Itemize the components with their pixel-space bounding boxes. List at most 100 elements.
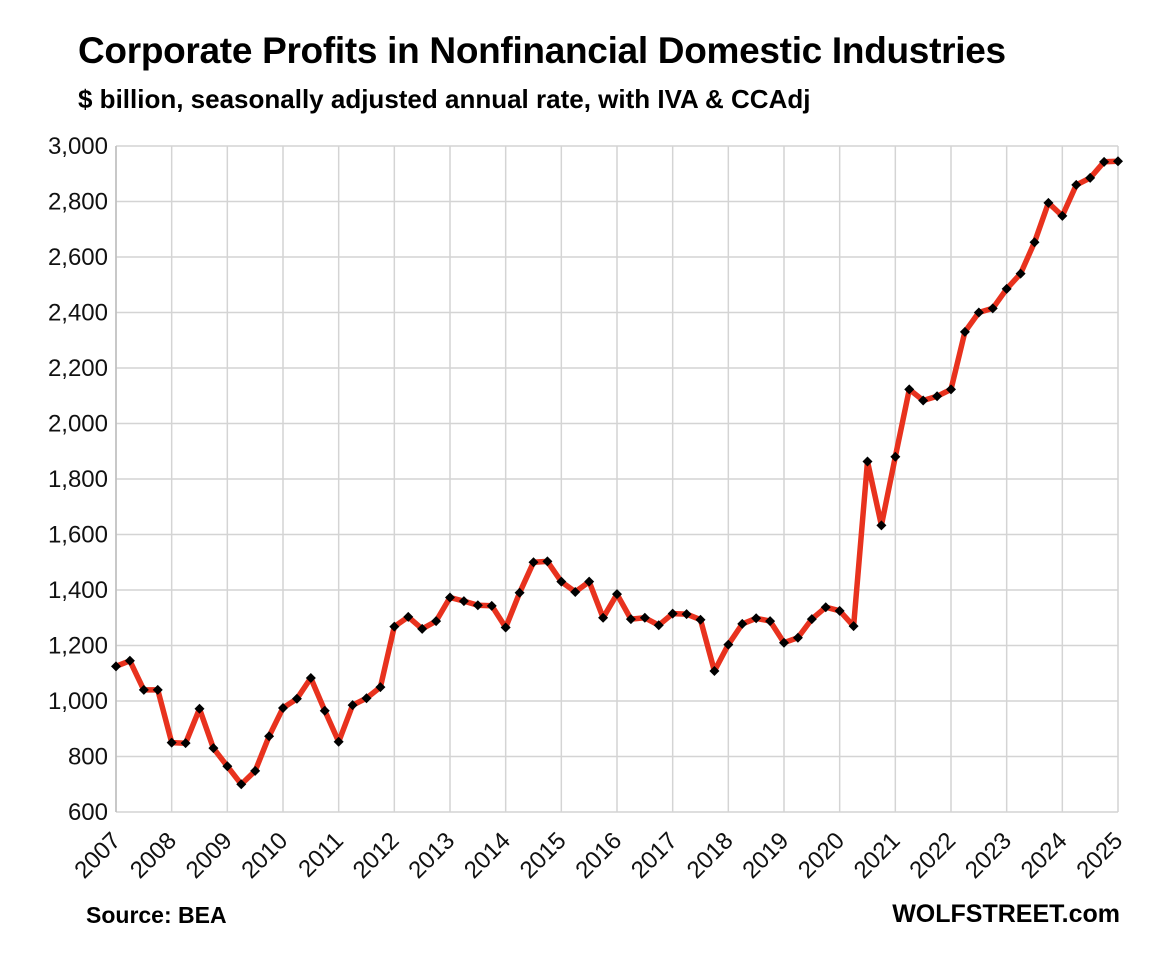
data-point	[1113, 156, 1123, 167]
data-point	[417, 623, 428, 634]
data-point	[792, 632, 803, 643]
data-point	[166, 737, 177, 748]
x-tick-label: 2024	[1016, 827, 1073, 884]
data-point	[987, 303, 998, 314]
data-point	[222, 761, 233, 772]
data-point	[848, 621, 859, 632]
data-point	[1071, 179, 1082, 190]
data-point	[681, 609, 692, 620]
data-point	[890, 451, 901, 462]
y-tick-label: 1,000	[48, 688, 108, 715]
data-point	[500, 622, 511, 633]
data-point	[124, 655, 135, 666]
x-tick-label: 2017	[626, 827, 683, 884]
y-tick-label: 3,000	[48, 133, 108, 160]
data-point	[612, 589, 622, 600]
x-tick-label: 2013	[403, 827, 460, 884]
y-axis-ticks: 600 800 1,000 1,200 1,400 1,600 1,800 2,000 2,20…	[48, 133, 108, 826]
x-tick-label: 2012	[348, 827, 405, 884]
y-tick-label: 800	[68, 744, 108, 771]
data-point	[570, 586, 581, 597]
data-point	[820, 602, 831, 613]
data-point	[709, 666, 720, 677]
data-point	[389, 621, 400, 632]
data-point	[1099, 156, 1110, 167]
series-layer	[111, 156, 1123, 790]
data-point	[667, 608, 678, 619]
data-point	[514, 587, 525, 598]
data-point	[737, 618, 748, 629]
y-tick-label: 1,200	[48, 633, 108, 660]
data-point	[347, 700, 358, 711]
x-tick-label: 2018	[682, 827, 739, 884]
data-point	[834, 605, 845, 616]
data-point	[472, 600, 483, 611]
data-point	[779, 637, 789, 648]
y-tick-label: 2,600	[48, 244, 108, 271]
data-point	[445, 592, 455, 603]
data-point	[1043, 197, 1054, 208]
x-tick-label: 2020	[793, 827, 850, 884]
data-point	[236, 779, 247, 790]
data-point	[111, 661, 121, 672]
data-point	[375, 682, 386, 693]
y-tick-label: 2,000	[48, 411, 108, 438]
data-point	[180, 738, 191, 749]
y-tick-label: 1,800	[48, 466, 108, 493]
data-point	[625, 614, 636, 625]
chart-grid	[115, 145, 1119, 813]
data-point	[458, 596, 469, 607]
x-tick-label: 2016	[570, 827, 627, 884]
y-tick-label: 600	[68, 799, 108, 826]
x-tick-label: 2025	[1071, 827, 1128, 884]
data-point	[904, 384, 915, 395]
data-point	[152, 684, 163, 695]
x-tick-label: 2010	[236, 827, 293, 884]
data-point	[751, 613, 762, 624]
chart-subtitle: $ billion, seasonally adjusted annual ra…	[78, 84, 811, 114]
x-tick-label: 2019	[737, 827, 794, 884]
x-tick-label: 2011	[293, 827, 349, 883]
data-point	[765, 616, 776, 627]
data-point	[584, 576, 595, 587]
data-point	[653, 620, 664, 631]
data-point	[319, 705, 330, 716]
x-tick-label: 2008	[125, 827, 182, 884]
data-point	[250, 765, 261, 776]
data-point	[876, 520, 887, 531]
data-point	[556, 576, 567, 587]
x-tick-label: 2022	[904, 827, 961, 884]
data-point	[291, 693, 302, 704]
x-tick-label: 2014	[459, 827, 516, 884]
y-tick-label: 1,600	[48, 522, 108, 549]
y-tick-label: 2,200	[48, 355, 108, 382]
data-point	[639, 612, 650, 623]
data-point	[946, 384, 956, 395]
x-tick-label: 2021	[849, 827, 906, 884]
data-point	[598, 612, 609, 623]
x-tick-label: 2015	[515, 827, 572, 884]
chart-title: Corporate Profits in Nonfinancial Domest…	[78, 30, 1006, 71]
data-point	[138, 684, 149, 695]
data-point	[1015, 268, 1026, 279]
data-point	[528, 557, 539, 568]
data-point	[431, 616, 442, 627]
data-point	[333, 736, 344, 747]
data-point	[806, 614, 817, 625]
data-point	[361, 693, 372, 704]
data-point	[1057, 210, 1068, 221]
data-point	[695, 614, 706, 625]
x-tick-label: 2007	[69, 827, 126, 884]
data-point	[973, 307, 984, 318]
data-point	[278, 702, 288, 713]
x-tick-label: 2023	[960, 827, 1017, 884]
data-point	[1085, 172, 1096, 183]
data-point	[918, 395, 929, 406]
data-point	[305, 672, 316, 683]
data-point	[723, 639, 734, 650]
brand-label: WOLFSTREET.com	[892, 900, 1120, 928]
x-tick-label: 2009	[181, 827, 238, 884]
data-point	[208, 743, 219, 754]
